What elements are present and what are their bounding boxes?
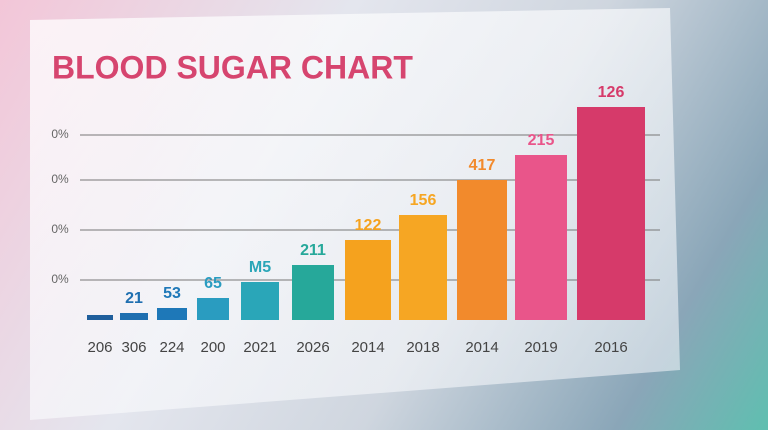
x-tick-label: 2026 (296, 339, 329, 356)
bar-label: 21 (125, 290, 143, 307)
bar (457, 180, 507, 320)
y-tick-label: 0% (51, 272, 69, 286)
x-tick-label: 2019 (524, 339, 557, 356)
bar (292, 265, 334, 320)
bar (345, 240, 391, 320)
bar-label: 211 (300, 242, 326, 259)
x-tick-label: 200 (200, 339, 225, 356)
y-tick-label: 0% (51, 172, 69, 186)
bar (157, 308, 187, 320)
bar (87, 315, 113, 320)
x-tick-label: 2018 (406, 339, 439, 356)
bar-label: 122 (355, 217, 382, 234)
x-tick-label: 2021 (243, 339, 276, 356)
x-tick-label: 306 (121, 339, 146, 356)
x-tick-label: 206 (87, 339, 112, 356)
chart-title: BLOOD SUGAR CHART (52, 49, 413, 85)
bar (120, 313, 148, 320)
y-tick-label: 0% (51, 127, 69, 141)
bar-label: M5 (249, 259, 271, 276)
bar (399, 215, 447, 320)
bar-label: 65 (204, 275, 222, 292)
x-tick-label: 2016 (594, 339, 627, 356)
bar (197, 298, 229, 320)
bar (515, 155, 567, 320)
bar (577, 107, 645, 320)
bar-label: 53 (163, 285, 181, 302)
bar (241, 282, 279, 320)
bar-label: 126 (598, 84, 625, 101)
bar-label: 215 (528, 132, 555, 149)
x-tick-label: 2014 (465, 339, 498, 356)
x-tick-label: 224 (159, 339, 184, 356)
y-tick-label: 0% (51, 222, 69, 236)
x-tick-label: 2014 (351, 339, 384, 356)
bar-label: 417 (469, 157, 496, 174)
bar-label: 156 (410, 192, 437, 209)
